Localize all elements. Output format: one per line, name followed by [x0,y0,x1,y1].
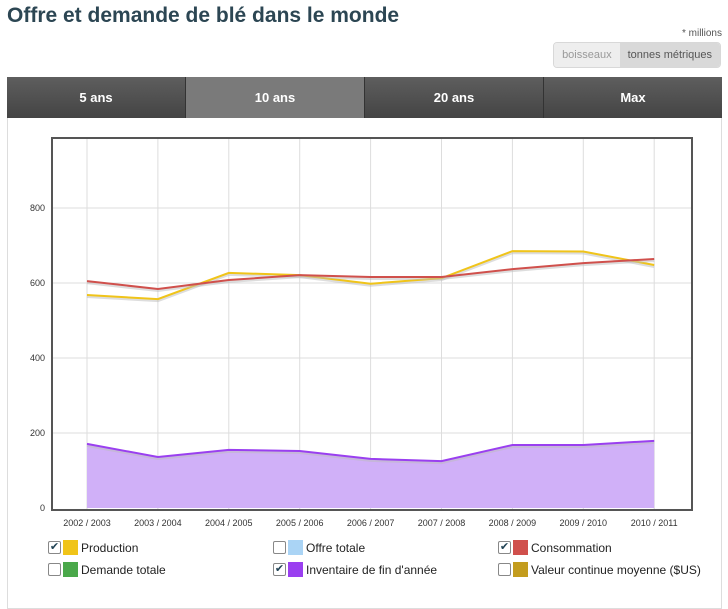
x-tick-label: 2004 / 2005 [205,518,253,528]
legend-label: Offre totale [306,541,365,555]
legend-checkbox[interactable] [498,563,511,576]
legend-label: Demande totale [81,563,166,577]
x-tick-label: 2010 / 2011 [631,518,678,528]
legend-swatch [63,562,78,577]
legend-swatch [63,540,78,555]
x-tick-label: 2002 / 2003 [63,518,111,528]
legend-item: Demande totale [48,562,166,577]
legend-swatch [288,562,303,577]
legend-swatch [513,540,528,555]
legend-item: ✔ Consommation [498,540,612,555]
y-tick-label: 400 [30,353,45,363]
x-tick-label: 2008 / 2009 [489,518,537,528]
legend-checkbox[interactable]: ✔ [48,541,61,554]
legend-item: Valeur continue moyenne ($US) [498,562,701,577]
legend-item: Offre totale [273,540,365,555]
legend-checkbox[interactable] [48,563,61,576]
y-tick-label: 800 [30,203,45,213]
y-tick-label: 200 [30,428,45,438]
legend-item: ✔ Production [48,540,138,555]
legend-checkbox[interactable]: ✔ [498,541,511,554]
legend-label: Valeur continue moyenne ($US) [531,563,701,577]
y-tick-label: 600 [30,278,45,288]
legend-label: Consommation [531,541,612,555]
x-tick-label: 2006 / 2007 [347,518,395,528]
legend-checkbox[interactable]: ✔ [273,563,286,576]
legend-label: Production [81,541,138,555]
legend-item: ✔ Inventaire de fin d'année [273,562,437,577]
legend-swatch [288,540,303,555]
legend-label: Inventaire de fin d'année [306,563,437,577]
y-tick-label: 0 [40,503,45,513]
x-tick-label: 2007 / 2008 [418,518,466,528]
legend-checkbox[interactable] [273,541,286,554]
legend-swatch [513,562,528,577]
x-tick-label: 2009 / 2010 [560,518,608,528]
x-tick-label: 2003 / 2004 [134,518,182,528]
x-tick-label: 2005 / 2006 [276,518,324,528]
